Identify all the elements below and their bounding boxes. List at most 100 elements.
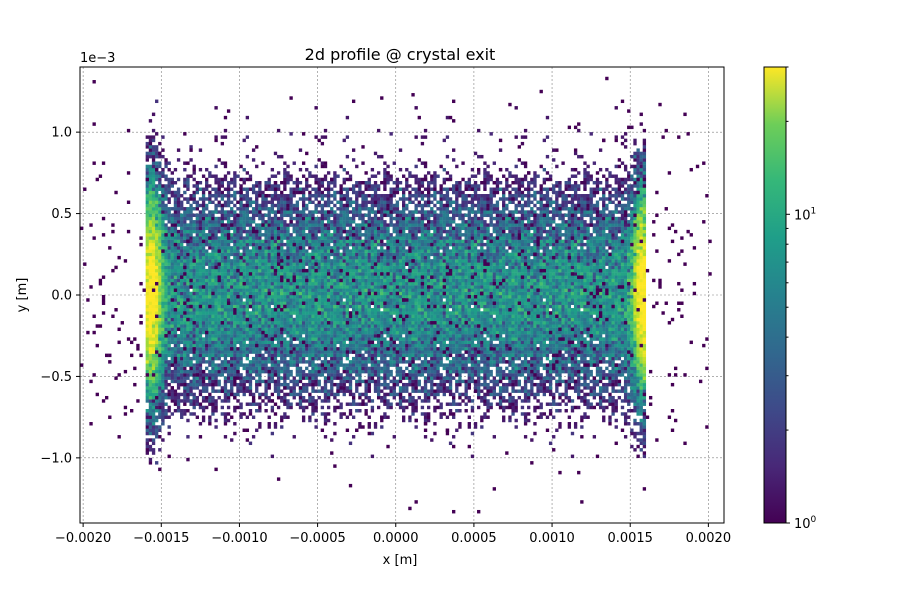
heatmap-cell — [173, 262, 178, 266]
heatmap-cell — [261, 288, 265, 292]
heatmap-cell — [373, 184, 378, 188]
heatmap-cell — [255, 259, 259, 263]
heatmap-cell — [258, 379, 262, 384]
heatmap-cell — [217, 265, 221, 270]
heatmap-cell — [251, 285, 256, 289]
heatmap-cell — [158, 174, 162, 178]
heatmap-cell — [314, 291, 318, 296]
heatmap-cell — [276, 229, 281, 234]
heatmap-cell — [173, 402, 178, 406]
heatmap-cell — [361, 301, 365, 305]
heatmap-cell — [373, 181, 378, 185]
heatmap-cell — [301, 295, 306, 299]
heatmap-cell — [214, 285, 218, 289]
heatmap-cell — [267, 242, 271, 247]
heatmap-cell — [355, 255, 359, 260]
heatmap-cell — [276, 324, 281, 328]
heatmap-cell — [214, 281, 218, 286]
heatmap-cell — [195, 324, 199, 328]
heatmap-cell — [270, 291, 275, 296]
heatmap-cell — [373, 295, 378, 299]
heatmap-cell — [205, 275, 209, 279]
heatmap-cell — [217, 268, 221, 273]
heatmap-cell — [161, 298, 165, 302]
heatmap-cell — [336, 220, 340, 224]
heatmap-cell — [155, 226, 159, 231]
heatmap-cell — [364, 223, 368, 227]
heatmap-cell — [333, 249, 337, 253]
heatmap-cell — [367, 184, 371, 188]
heatmap-cell — [170, 379, 174, 384]
heatmap-cell — [236, 373, 240, 377]
heatmap-cell — [258, 350, 262, 354]
heatmap-cell — [233, 177, 237, 182]
heatmap-cell — [367, 321, 371, 325]
heatmap-cell — [248, 174, 253, 178]
heatmap-cell — [148, 246, 153, 250]
heatmap-cell — [214, 366, 218, 371]
heatmap-cell — [148, 314, 153, 318]
heatmap-cell — [226, 327, 231, 332]
heatmap-cell — [351, 435, 356, 439]
heatmap-cell — [145, 363, 149, 367]
heatmap-cell — [330, 360, 334, 364]
heatmap-cell — [286, 285, 290, 289]
heatmap-cell — [145, 415, 149, 419]
heatmap-cell — [376, 262, 381, 266]
heatmap-cell — [361, 213, 365, 218]
heatmap-cell — [145, 216, 149, 221]
heatmap-cell — [367, 226, 371, 231]
heatmap-cell — [223, 353, 228, 358]
heatmap-cell — [248, 233, 253, 237]
heatmap-cell — [267, 386, 271, 390]
heatmap-cell — [195, 259, 199, 263]
heatmap-cell — [361, 207, 365, 211]
heatmap-cell — [308, 229, 312, 234]
heatmap-cell — [342, 353, 346, 358]
heatmap-cell — [276, 395, 281, 400]
heatmap-cell — [267, 376, 271, 380]
heatmap-cell — [314, 135, 318, 139]
heatmap-cell — [176, 246, 181, 250]
heatmap-cell — [348, 327, 353, 332]
heatmap-cell — [342, 343, 346, 348]
heatmap-cell — [348, 382, 353, 387]
heatmap-cell — [167, 220, 171, 224]
heatmap-cell — [280, 239, 284, 244]
heatmap-cell — [233, 340, 237, 345]
heatmap-cell — [342, 265, 346, 270]
heatmap-cell — [211, 246, 215, 250]
heatmap-cell — [158, 252, 162, 257]
heatmap-cell — [239, 226, 243, 231]
heatmap-cell — [145, 233, 149, 237]
heatmap-cell — [245, 281, 250, 286]
heatmap-cell — [145, 164, 149, 169]
heatmap-cell — [283, 343, 287, 348]
heatmap-cell — [264, 301, 268, 305]
heatmap-cell — [192, 412, 196, 416]
heatmap-cell — [226, 418, 231, 423]
heatmap-cell — [158, 272, 162, 276]
heatmap-cell — [336, 295, 340, 299]
heatmap-cell — [192, 278, 196, 283]
heatmap-cell — [223, 295, 228, 299]
heatmap-cell — [233, 262, 237, 266]
heatmap-cell — [233, 327, 237, 332]
heatmap-cell — [270, 350, 275, 354]
heatmap-cell — [336, 216, 340, 221]
heatmap-cell — [261, 200, 265, 204]
heatmap-cell — [251, 350, 256, 354]
heatmap-cell — [289, 317, 293, 322]
heatmap-cell — [242, 210, 246, 214]
heatmap-cell — [195, 301, 199, 305]
heatmap-cell — [211, 317, 215, 322]
heatmap-cell — [295, 402, 300, 406]
heatmap-cell — [164, 246, 168, 250]
heatmap-cell — [164, 298, 168, 302]
heatmap-cell — [195, 415, 199, 419]
heatmap-cell — [267, 278, 271, 283]
heatmap-cell — [367, 210, 371, 214]
heatmap-cell — [361, 197, 365, 201]
heatmap-cell — [326, 197, 331, 201]
heatmap-cell — [370, 409, 375, 413]
